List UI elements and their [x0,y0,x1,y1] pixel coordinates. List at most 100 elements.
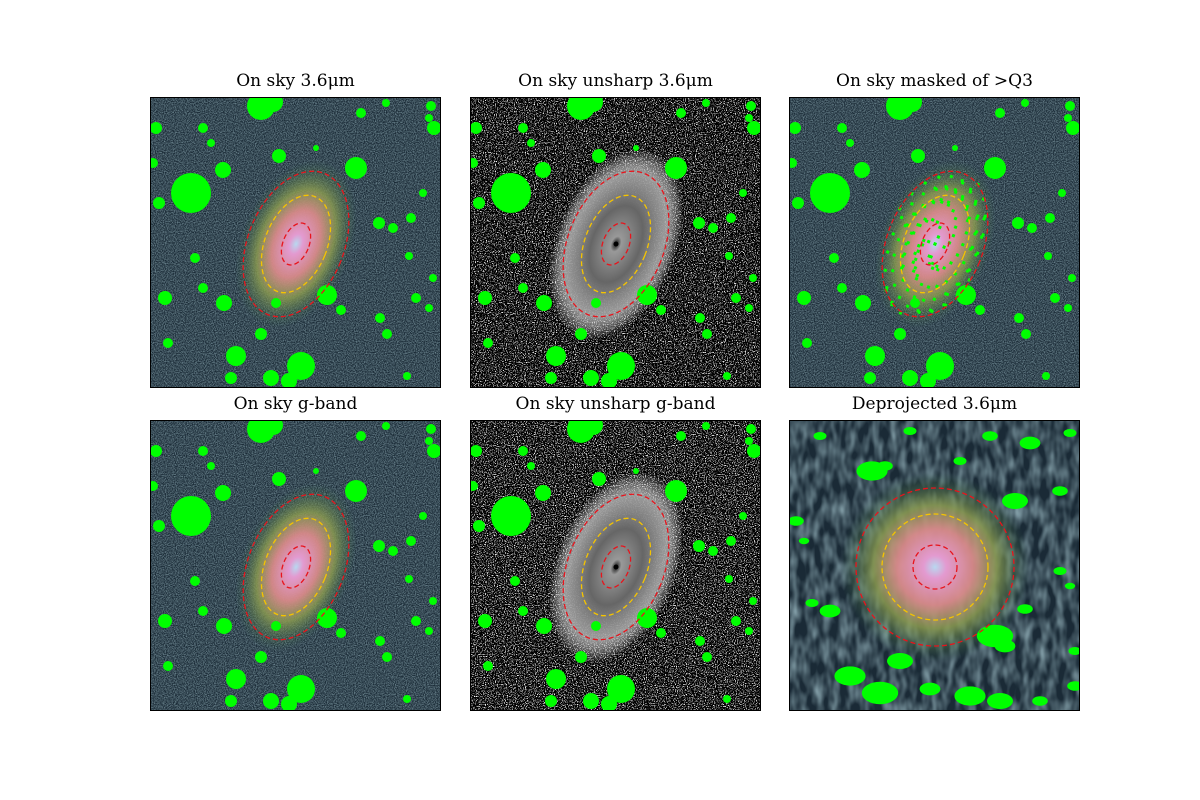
mask-blob [406,213,416,223]
mask-blob [1044,252,1052,260]
masked-pixel [897,295,902,300]
masked-pixel [942,245,947,250]
mask-blob [313,468,319,474]
mask-blob [527,139,535,147]
galaxy-nucleus [613,564,619,570]
mask-blob [1052,486,1068,496]
mask-blob [695,313,705,323]
mask-blob [198,283,208,293]
masked-pixel [974,229,979,234]
masked-pixel [892,253,897,258]
outer-ellipse [242,493,350,641]
inner-ellipse [280,545,312,589]
mask-blob [510,576,520,586]
mask-blob [216,618,232,634]
mask-blob [382,329,392,339]
mask-blob [1014,313,1024,323]
masked-pixel [933,242,937,246]
masked-pixel [968,187,973,192]
mask-blob [491,173,531,213]
mask-blob [388,546,398,556]
masked-pixel [935,267,940,272]
masked-pixel [949,260,953,265]
inner-ellipse [912,544,958,590]
mask-blob [877,461,893,471]
mask-blob [403,372,411,380]
masked-pixel [975,214,980,219]
mask-blob [281,696,297,710]
mask-blob [956,285,976,305]
masked-pixel [913,265,918,270]
mask-blob [656,305,666,315]
mask-blob [952,145,958,151]
mask-blob [702,329,712,339]
masked-pixel [930,266,935,271]
title-panel-2: On sky unsharp 3.6μm [518,71,713,91]
mask-blob [271,621,281,631]
mask-blob [411,293,421,303]
masked-pixel [919,282,924,287]
mask-blob [575,651,587,663]
masked-pixel [975,251,980,256]
mask-blob [1066,121,1079,135]
mask-blob [739,189,747,197]
mask-blob [405,575,413,583]
masked-pixel [983,214,988,219]
mask-blob [272,149,286,163]
masked-pixel [916,222,920,227]
mask-blob [665,480,687,502]
mask-blob [151,481,158,491]
mask-blob [1045,213,1055,223]
mask-blob [676,431,686,441]
masked-pixel [982,217,987,221]
mask-blob [1021,99,1029,107]
mask-blob [1063,429,1077,437]
mask-blob [855,295,871,311]
mask-blob [601,373,617,387]
masked-pixel [900,254,905,258]
mask-blob [994,639,1016,653]
mask-blob [790,516,804,526]
masked-pixel [967,216,972,221]
image-panel-3-6um [150,97,441,388]
mask-blob [207,139,215,147]
mask-blob [427,121,440,135]
masked-pixel [913,251,918,256]
mask-blob [1042,372,1050,380]
mask-blob [910,298,920,308]
mask-blob [676,108,686,118]
mask-blob [920,373,936,387]
mask-blob [158,614,172,628]
mask-blob [656,628,666,638]
mask-blob [317,285,337,305]
masked-pixel [981,232,986,237]
mask-blob [1067,681,1079,691]
mask-blob [1068,647,1079,655]
mask-blob [607,675,635,703]
title-panel-6: Deprojected 3.6μm [851,394,1018,414]
masked-pixel [921,191,926,196]
mask-blob [953,457,967,465]
mask-blob [1032,696,1048,706]
mask-blob [171,496,211,536]
mask-blob [607,352,635,380]
mask-blob [473,197,485,209]
mask-blob [382,422,390,430]
mask-blob [151,445,162,457]
title-panel-1: On sky 3.6μm [236,71,355,91]
masked-pixel [911,212,916,217]
masked-pixel [946,203,951,208]
image-panel-masked-q3 [789,97,1080,388]
outer-ellipse [855,487,1015,647]
mask-blob [336,628,346,638]
masked-pixel [944,184,948,189]
mask-blob [731,616,741,626]
middle-ellipse [260,194,332,294]
masked-pixel [926,239,931,244]
mask-blob [546,346,566,366]
masked-pixel [912,294,917,299]
masked-pixel [890,268,895,273]
mask-blob [225,372,237,384]
mask-blob [272,472,286,486]
mask-blob [745,627,753,635]
